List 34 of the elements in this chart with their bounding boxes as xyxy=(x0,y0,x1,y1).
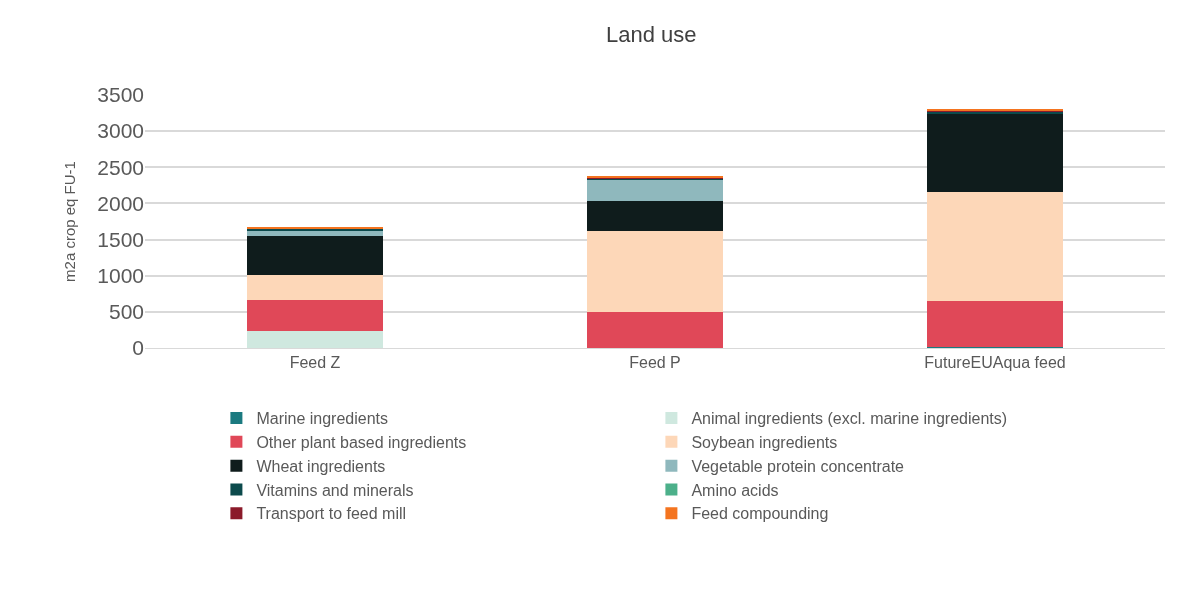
bar xyxy=(247,300,383,332)
bar xyxy=(247,331,383,348)
bar xyxy=(587,311,723,348)
bar xyxy=(927,301,1063,348)
bar xyxy=(587,230,723,312)
y-tick-label: 1500 xyxy=(97,227,144,251)
y-axis-title: m2a crop eq FU-1 xyxy=(60,161,78,282)
bar xyxy=(927,113,1063,192)
y-tick-label: 500 xyxy=(108,300,144,324)
x-tick-label: FutureEUAqua feed xyxy=(924,354,1066,372)
y-tick-label: 3000 xyxy=(97,119,144,143)
y-tick-label: 0 xyxy=(132,336,144,360)
y-tick-label: 1000 xyxy=(97,264,144,288)
x-tick-label: Feed Z xyxy=(289,354,341,372)
y-tick-label: 3500 xyxy=(97,83,144,107)
legend-label: Amino acids xyxy=(691,481,779,499)
y-tick-label: 2500 xyxy=(97,155,144,179)
x-tick-label: Feed P xyxy=(629,354,681,372)
legend-label: Soybean ingredients xyxy=(691,434,838,452)
chart-title: Land use xyxy=(605,21,697,47)
legend-label: Transport to feed mill xyxy=(256,505,407,523)
bar xyxy=(247,235,383,275)
bar xyxy=(927,191,1063,302)
bar xyxy=(247,274,383,301)
legend-label: Other plant based ingredients xyxy=(256,434,467,452)
legend-label: Vitamins and minerals xyxy=(256,481,414,499)
bar xyxy=(587,179,723,202)
legend-label: Feed compounding xyxy=(691,505,829,523)
legend-label: Animal ingredients (excl. marine ingredients) xyxy=(691,410,1008,428)
legend-label: Wheat ingredients xyxy=(256,457,386,475)
legend-label: Marine ingredients xyxy=(256,410,389,428)
y-tick-label: 2000 xyxy=(97,191,144,215)
bar xyxy=(587,201,723,231)
legend-label: Vegetable protein concentrate xyxy=(691,457,905,475)
